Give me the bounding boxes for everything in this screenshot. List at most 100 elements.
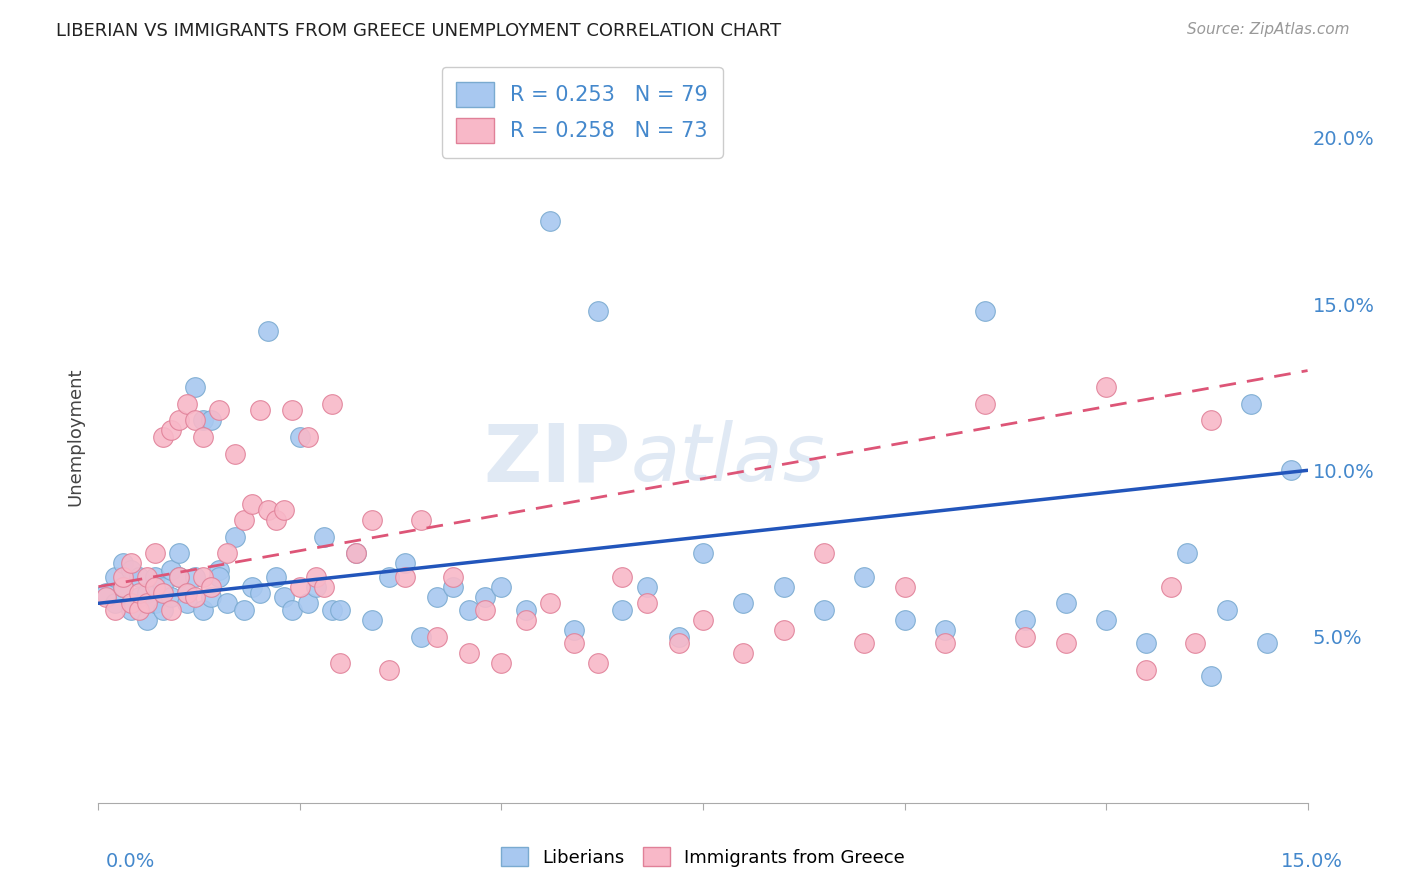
Point <box>111 557 134 571</box>
Point <box>297 596 319 610</box>
Point <box>143 570 166 584</box>
Point <box>224 530 246 544</box>
Point <box>232 513 254 527</box>
Point <box>103 596 125 610</box>
Point <box>491 656 513 670</box>
Point <box>1216 603 1239 617</box>
Point <box>120 563 142 577</box>
Point <box>193 603 215 617</box>
Point <box>96 586 118 600</box>
Point <box>515 613 537 627</box>
Point <box>813 546 835 560</box>
Point <box>361 613 384 627</box>
Point <box>1199 669 1222 683</box>
Point <box>200 590 222 604</box>
Point <box>152 580 174 594</box>
Point <box>344 546 367 560</box>
Point <box>329 603 352 617</box>
Point <box>426 590 449 604</box>
Point <box>458 603 481 617</box>
Point <box>224 447 246 461</box>
Point <box>143 580 166 594</box>
Point <box>103 570 125 584</box>
Point <box>394 557 416 571</box>
Point <box>111 580 134 594</box>
Point <box>409 630 432 644</box>
Point <box>249 403 271 417</box>
Point <box>240 497 263 511</box>
Point <box>217 546 239 560</box>
Point <box>1054 596 1077 610</box>
Text: 0.0%: 0.0% <box>105 852 155 871</box>
Point <box>240 580 263 594</box>
Point <box>167 413 190 427</box>
Point <box>176 397 198 411</box>
Point <box>111 580 134 594</box>
Point <box>1199 413 1222 427</box>
Point <box>152 603 174 617</box>
Point <box>377 570 399 584</box>
Point <box>934 623 956 637</box>
Y-axis label: Unemployment: Unemployment <box>66 368 84 507</box>
Point <box>1160 580 1182 594</box>
Legend: Liberians, Immigrants from Greece: Liberians, Immigrants from Greece <box>494 840 912 874</box>
Point <box>111 570 134 584</box>
Point <box>1184 636 1206 650</box>
Point <box>974 397 997 411</box>
Point <box>772 623 794 637</box>
Point <box>200 580 222 594</box>
Point <box>515 603 537 617</box>
Point <box>160 590 183 604</box>
Point <box>232 603 254 617</box>
Point <box>193 570 215 584</box>
Point <box>128 603 150 617</box>
Point <box>184 590 207 604</box>
Point <box>1175 546 1198 560</box>
Point <box>160 563 183 577</box>
Point <box>612 570 634 584</box>
Point <box>361 513 384 527</box>
Text: LIBERIAN VS IMMIGRANTS FROM GREECE UNEMPLOYMENT CORRELATION CHART: LIBERIAN VS IMMIGRANTS FROM GREECE UNEMP… <box>56 22 782 40</box>
Point <box>1014 630 1036 644</box>
Point <box>1135 636 1157 650</box>
Point <box>176 596 198 610</box>
Point <box>426 630 449 644</box>
Point <box>1135 663 1157 677</box>
Point <box>96 590 118 604</box>
Point <box>612 603 634 617</box>
Point <box>256 503 278 517</box>
Point <box>128 570 150 584</box>
Point <box>167 570 190 584</box>
Point <box>1014 613 1036 627</box>
Point <box>458 646 481 660</box>
Point <box>184 570 207 584</box>
Point <box>273 590 295 604</box>
Point <box>934 636 956 650</box>
Point <box>321 397 343 411</box>
Point <box>692 613 714 627</box>
Point <box>167 570 190 584</box>
Point <box>128 590 150 604</box>
Point <box>893 613 915 627</box>
Point <box>208 403 231 417</box>
Point <box>344 546 367 560</box>
Point <box>120 603 142 617</box>
Text: ZIP: ZIP <box>484 420 630 498</box>
Text: 15.0%: 15.0% <box>1281 852 1343 871</box>
Point <box>474 603 496 617</box>
Point <box>120 596 142 610</box>
Point <box>143 546 166 560</box>
Point <box>208 570 231 584</box>
Point <box>273 503 295 517</box>
Point <box>1095 613 1118 627</box>
Point <box>1240 397 1263 411</box>
Point <box>321 603 343 617</box>
Point <box>562 636 585 650</box>
Point <box>103 603 125 617</box>
Point <box>974 303 997 318</box>
Point <box>167 546 190 560</box>
Point <box>305 580 328 594</box>
Point <box>176 586 198 600</box>
Point <box>135 586 157 600</box>
Point <box>297 430 319 444</box>
